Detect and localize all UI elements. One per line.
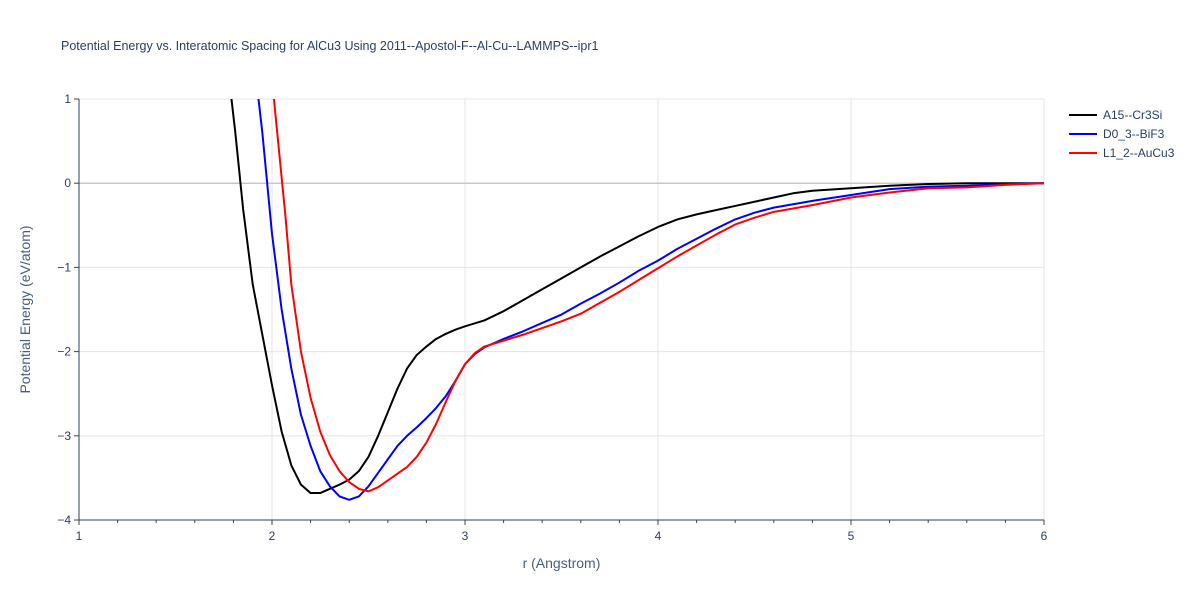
x-tick-label: 6 (1041, 529, 1048, 543)
x-tick-label: 1 (76, 529, 83, 543)
y-axis-ticks: 1 0 −1 −2 −3 −4 (57, 92, 79, 527)
grid-lines (79, 98, 1045, 520)
chart-title: Potential Energy vs. Interatomic Spacing… (61, 39, 599, 53)
legend-item-2[interactable]: L1_2--AuCu3 (1069, 146, 1175, 160)
y-tick-label: −1 (57, 260, 71, 274)
x-axis-ticks: 1 2 3 4 5 6 (76, 520, 1048, 543)
legend-item-0[interactable]: A15--Cr3Si (1069, 108, 1162, 122)
x-tick-label: 2 (269, 529, 276, 543)
series-line-0[interactable] (230, 99, 1044, 495)
y-axis-title: Potential Energy (eV/atom) (17, 225, 33, 393)
x-tick-label: 3 (462, 529, 469, 543)
x-tick-label: 5 (848, 529, 855, 543)
y-tick-label: −2 (57, 345, 71, 359)
legend-label: A15--Cr3Si (1103, 108, 1162, 122)
axes (78, 99, 1044, 521)
legend[interactable]: A15--Cr3Si D0_3--BiF3 L1_2--AuCu3 (1069, 108, 1175, 160)
x-axis-title: r (Angstrom) (523, 555, 601, 571)
y-tick-label: −3 (57, 429, 71, 443)
legend-label: D0_3--BiF3 (1103, 127, 1165, 141)
series-lines (230, 99, 1044, 501)
y-tick-label: −4 (57, 513, 71, 527)
y-tick-label: 1 (64, 92, 71, 106)
x-tick-label: 4 (655, 529, 662, 543)
series-line-2[interactable] (272, 99, 1044, 493)
legend-item-1[interactable]: D0_3--BiF3 (1069, 127, 1165, 141)
legend-label: L1_2--AuCu3 (1103, 146, 1175, 160)
y-tick-label: 0 (64, 176, 71, 190)
